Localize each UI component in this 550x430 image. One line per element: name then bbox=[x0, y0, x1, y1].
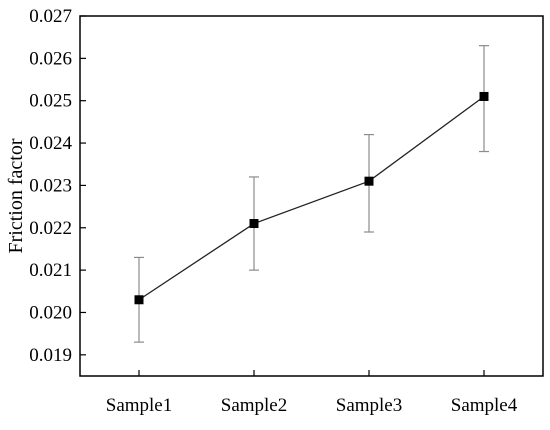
y-tick-label: 0.020 bbox=[29, 302, 72, 323]
x-tick-label: Sample4 bbox=[451, 395, 518, 416]
data-point-marker bbox=[134, 295, 144, 305]
y-tick-label: 0.025 bbox=[29, 91, 72, 112]
x-tick-label: Sample1 bbox=[106, 395, 173, 416]
data-point-marker bbox=[479, 91, 489, 101]
y-axis-ticks: 0.019 0.020 0.021 0.022 0.023 0.024 0.025 0.026… bbox=[29, 6, 86, 366]
series-line bbox=[138, 95, 485, 301]
plot-area-frame bbox=[79, 15, 544, 377]
y-tick-label: 0.023 bbox=[29, 175, 72, 196]
data-point-marker bbox=[364, 176, 374, 186]
data-point-marker bbox=[249, 219, 259, 229]
y-tick-label: 0.019 bbox=[29, 345, 72, 366]
y-tick-label: 0.024 bbox=[29, 133, 72, 154]
error-bars bbox=[134, 45, 489, 343]
y-tick-label: 0.027 bbox=[29, 6, 72, 27]
x-tick-label: Sample2 bbox=[221, 395, 288, 416]
data-markers bbox=[134, 91, 489, 305]
y-tick-label: 0.022 bbox=[29, 218, 72, 239]
y-tick-label: 0.021 bbox=[29, 260, 72, 281]
x-axis-ticks: Sample1 Sample2 Sample3 Sample4 bbox=[106, 370, 518, 416]
y-tick-label: 0.026 bbox=[29, 48, 72, 69]
y-axis-title: Friction factor bbox=[5, 138, 27, 253]
x-tick-label: Sample3 bbox=[336, 395, 403, 416]
